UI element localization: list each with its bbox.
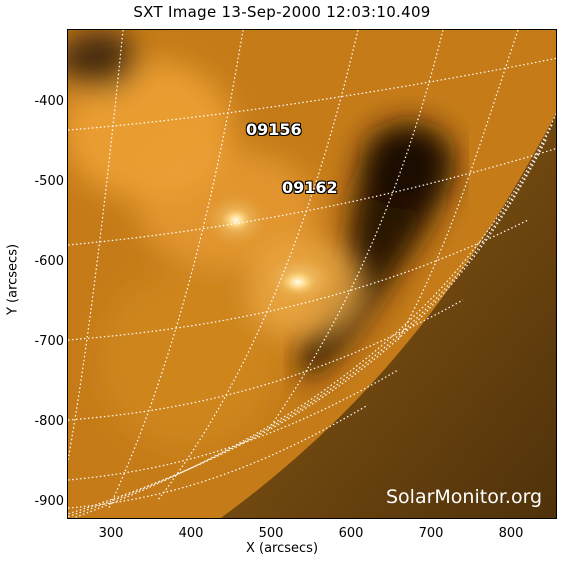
solar-image-svg: [68, 30, 556, 518]
x-tick: 800: [498, 526, 524, 541]
y-tick: -900: [34, 494, 64, 509]
heliographic-grid: [68, 30, 556, 518]
y-tick: -500: [34, 174, 64, 189]
region-label-09162: 09162: [282, 178, 338, 197]
image-title: SXT Image 13-Sep-2000 12:03:10.409: [133, 3, 431, 21]
y-tick: -700: [34, 334, 64, 349]
x-tick: 400: [178, 526, 204, 541]
x-tick: 600: [338, 526, 364, 541]
region-label-09156: 09156: [246, 120, 302, 139]
x-axis-label: X (arcsecs): [245, 541, 319, 556]
y-tick: -400: [34, 94, 64, 109]
x-tick: 500: [258, 526, 284, 541]
active-region-core-a: [218, 206, 254, 234]
solar-image: [67, 29, 557, 519]
credit-watermark: SolarMonitor.org: [386, 486, 543, 508]
y-axis-label: Y (arcsecs): [5, 243, 21, 316]
x-tick: 700: [418, 526, 444, 541]
y-tick: -600: [34, 254, 64, 269]
x-tick: 300: [98, 526, 124, 541]
active-region-core-b: [276, 267, 320, 297]
off-limb-region: [220, 113, 556, 518]
y-tick: -800: [34, 414, 64, 429]
